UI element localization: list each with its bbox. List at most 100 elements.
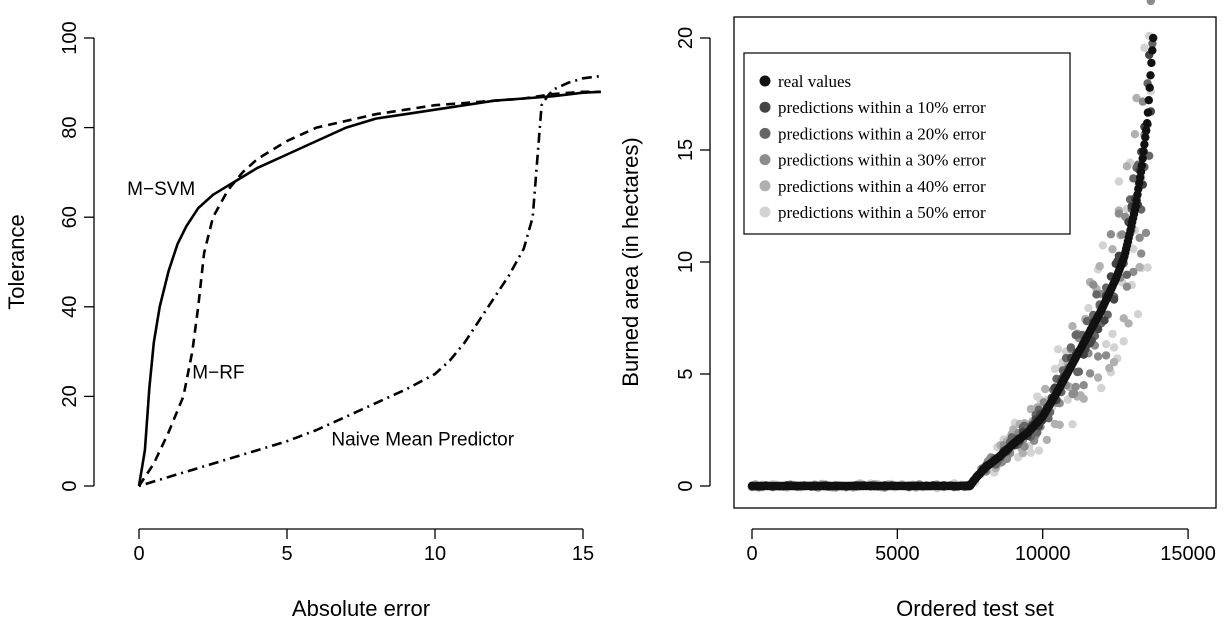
prediction-point xyxy=(1117,230,1127,239)
prediction-point xyxy=(1100,316,1109,325)
real-value-point xyxy=(1139,147,1148,156)
left-annotations: M−SVM M−RF Naive Mean Predictor xyxy=(127,179,515,451)
prediction-point xyxy=(1143,263,1152,272)
tolerance-chart: 0 20 40 60 80 100 0 5 10 15 M−SVM M−RF Naive Mean … xyxy=(4,21,601,621)
prediction-point xyxy=(1129,267,1138,277)
legend-marker-real-values xyxy=(759,75,771,87)
legend-label-predictions-within-a-50-error: predictions within a 50% error xyxy=(778,203,986,222)
prediction-point xyxy=(1140,43,1149,52)
legend-label-predictions-within-a-30-error: predictions within a 30% error xyxy=(778,151,986,170)
prediction-point xyxy=(1042,435,1052,445)
real-value-point xyxy=(1145,83,1154,92)
legend-marker-predictions-within-a-40-error xyxy=(759,180,771,192)
legend-marker-predictions-within-a-30-error xyxy=(759,154,771,166)
left-series-lines xyxy=(137,74,601,488)
series-line-naive-mean-predictor xyxy=(138,74,601,488)
real-value-point xyxy=(1147,58,1156,68)
prediction-point xyxy=(1063,395,1072,404)
right-x-tick-label: 10000 xyxy=(1015,543,1071,565)
prediction-point xyxy=(1020,442,1029,451)
prediction-point xyxy=(1095,262,1104,271)
prediction-point xyxy=(1066,343,1076,352)
prediction-point xyxy=(1026,404,1036,414)
right-y-ticks: 0 5 10 15 20 xyxy=(675,27,710,492)
prediction-point xyxy=(1089,280,1098,289)
right-y-tick-label: 5 xyxy=(675,368,697,379)
real-value-point xyxy=(1142,119,1152,128)
real-value-point xyxy=(1144,96,1154,105)
prediction-point xyxy=(1092,290,1101,299)
right-y-tick-label: 0 xyxy=(675,480,697,491)
right-x-tick-label: 5000 xyxy=(875,543,920,565)
prediction-point xyxy=(1098,241,1108,250)
prediction-point xyxy=(1135,262,1144,272)
prediction-point xyxy=(1074,367,1084,376)
series-line-m-rf xyxy=(137,90,601,487)
prediction-point xyxy=(1068,420,1077,429)
prediction-point xyxy=(1041,384,1050,394)
left-y-tick-label: 100 xyxy=(59,21,81,54)
real-value-point xyxy=(1143,108,1153,117)
prediction-point xyxy=(1135,233,1144,242)
right-x-axis-label: Ordered test set xyxy=(896,596,1054,621)
legend-marker-predictions-within-a-10-error xyxy=(759,101,771,113)
legend-label-predictions-within-a-40-error: predictions within a 40% error xyxy=(778,177,986,196)
prediction-point xyxy=(1129,244,1138,254)
right-y-tick-label: 15 xyxy=(675,139,697,161)
legend: real values predictions within a 10% erro… xyxy=(743,52,1071,235)
real-value-point xyxy=(1136,167,1146,176)
prediction-point xyxy=(1069,389,1079,398)
legend-marker-predictions-within-a-50-error xyxy=(759,206,771,218)
right-y-tick-label: 20 xyxy=(675,27,697,49)
left-x-ticks: 0 5 10 15 xyxy=(133,529,594,565)
prediction-point xyxy=(1101,351,1111,360)
annotation-m-rf: M−RF xyxy=(192,362,244,383)
prediction-point xyxy=(1026,448,1036,457)
prediction-point xyxy=(1101,339,1111,349)
prediction-point xyxy=(1084,303,1093,313)
left-x-tick-label: 5 xyxy=(281,543,292,565)
prediction-point xyxy=(1109,357,1119,367)
real-value-point xyxy=(1141,133,1150,142)
left-x-axis-label: Absolute error xyxy=(292,596,430,621)
prediction-point xyxy=(1146,0,1155,6)
real-value-point xyxy=(1137,161,1147,170)
left-x-tick-label: 15 xyxy=(572,543,594,565)
left-y-tick-label: 80 xyxy=(59,116,81,138)
prediction-point xyxy=(1079,394,1088,403)
real-value-point xyxy=(1138,154,1147,163)
left-y-axis-label: Tolerance xyxy=(4,214,29,309)
prediction-point xyxy=(1132,93,1141,103)
left-y-tick-label: 20 xyxy=(59,385,81,407)
prediction-point xyxy=(1129,174,1138,183)
right-plot-box xyxy=(733,16,1217,509)
prediction-point xyxy=(1097,383,1106,393)
prediction-point xyxy=(1108,329,1117,339)
prediction-point xyxy=(1093,373,1103,382)
real-value-point xyxy=(1149,33,1158,43)
prediction-point xyxy=(1109,343,1119,352)
prediction-point xyxy=(1018,448,1028,458)
right-x-tick-label: 15000 xyxy=(1160,543,1216,565)
prediction-point xyxy=(1068,322,1077,331)
prediction-point xyxy=(1105,363,1114,373)
real-value-point xyxy=(1146,71,1155,80)
left-x-tick-label: 0 xyxy=(133,543,144,565)
right-scatter-points xyxy=(747,0,1158,493)
prediction-point xyxy=(1122,282,1132,291)
prediction-point xyxy=(1050,364,1060,374)
prediction-point xyxy=(1085,369,1095,378)
annotation-naive-mean-predictor: Naive Mean Predictor xyxy=(331,430,514,451)
prediction-point xyxy=(1106,230,1116,239)
prediction-point xyxy=(1114,209,1124,218)
prediction-point xyxy=(1109,295,1119,304)
prediction-point xyxy=(1124,319,1133,328)
right-y-axis-label: Burned area (in hectares) xyxy=(618,137,643,386)
prediction-point xyxy=(1093,352,1103,361)
prediction-point xyxy=(1053,345,1063,354)
left-x-tick-label: 10 xyxy=(424,543,446,565)
legend-marker-predictions-within-a-20-error xyxy=(759,127,771,139)
prediction-point xyxy=(1119,337,1128,346)
legend-label-predictions-within-a-10-error: predictions within a 10% error xyxy=(778,98,986,117)
